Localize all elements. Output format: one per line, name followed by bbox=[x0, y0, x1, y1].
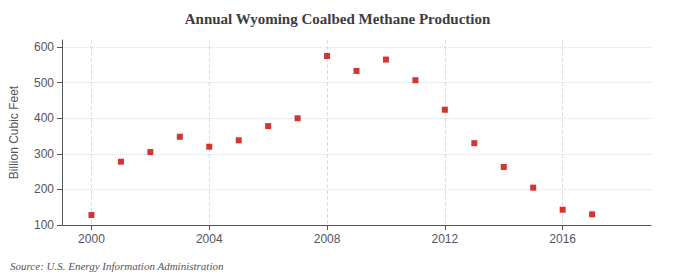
svg-text:600: 600 bbox=[34, 40, 54, 54]
svg-text:100: 100 bbox=[34, 218, 54, 232]
svg-text:2016: 2016 bbox=[549, 232, 576, 246]
svg-text:2000: 2000 bbox=[78, 232, 105, 246]
svg-text:Annual Wyoming Coalbed Methane: Annual Wyoming Coalbed Methane Productio… bbox=[185, 11, 491, 27]
svg-text:2012: 2012 bbox=[431, 232, 458, 246]
svg-text:2008: 2008 bbox=[314, 232, 341, 246]
svg-text:400: 400 bbox=[34, 111, 54, 125]
svg-text:Source: U.S. Energy Informatio: Source: U.S. Energy Information Administ… bbox=[10, 260, 224, 272]
svg-text:2004: 2004 bbox=[196, 232, 223, 246]
svg-text:500: 500 bbox=[34, 76, 54, 90]
svg-text:Billion Cubic Feet: Billion Cubic Feet bbox=[7, 85, 21, 179]
svg-text:200: 200 bbox=[34, 182, 54, 196]
svg-text:300: 300 bbox=[34, 147, 54, 161]
